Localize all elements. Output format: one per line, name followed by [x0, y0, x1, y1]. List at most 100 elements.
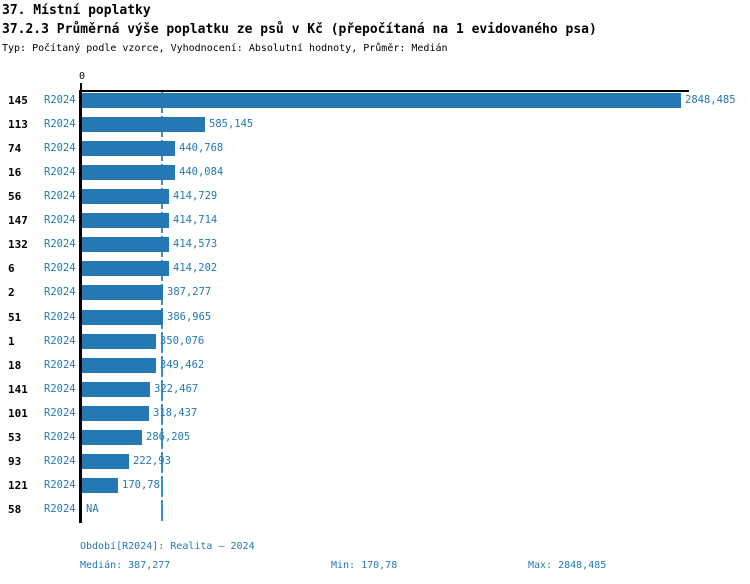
bar-value-label: 440,768 [179, 142, 224, 154]
row-period-label: R2024 [44, 166, 76, 178]
bar-value-label: 585,145 [209, 118, 254, 130]
value-bar [82, 358, 156, 373]
row-period-label: R2024 [44, 455, 76, 467]
value-bar [82, 382, 150, 397]
footer-max-stat: Max: 2848,485 [528, 560, 607, 571]
chart-row: 93 R2024 222,93 [0, 454, 750, 469]
chart-row: 2 R2024 387,277 [0, 285, 750, 300]
x-axis-line [79, 90, 689, 92]
value-bar [82, 334, 156, 349]
bar-value-label: 414,202 [173, 262, 218, 274]
bar-value-label: 350,076 [160, 335, 205, 347]
chart-row: 113 R2024 585,145 [0, 117, 750, 132]
row-period-label: R2024 [44, 407, 76, 419]
row-period-label: R2024 [44, 190, 76, 202]
chart-row: 132 R2024 414,573 [0, 237, 750, 252]
row-id-label: 56 [8, 190, 22, 203]
row-period-label: R2024 [44, 142, 76, 154]
chart-row: 147 R2024 414,714 [0, 213, 750, 228]
row-id-label: 1 [8, 335, 15, 348]
row-id-label: 2 [8, 286, 15, 299]
row-id-label: 51 [8, 311, 22, 324]
value-bar [82, 310, 163, 325]
row-period-label: R2024 [44, 118, 76, 130]
chart-row: 1 R2024 350,076 [0, 334, 750, 349]
chart-row: 16 R2024 440,084 [0, 165, 750, 180]
value-bar [82, 141, 175, 156]
row-period-label: R2024 [44, 286, 76, 298]
bar-value-label: 387,277 [167, 286, 212, 298]
row-id-label: 145 [8, 94, 28, 107]
chart-row: 18 R2024 349,462 [0, 358, 750, 373]
row-id-label: 74 [8, 142, 22, 155]
axis-zero-label: 0 [78, 71, 86, 82]
bar-value-label: NA [86, 503, 99, 515]
value-bar [82, 454, 129, 469]
row-id-label: 93 [8, 455, 22, 468]
report-meta-line: Typ: Počítaný podle vzorce, Vyhodnocení:… [2, 43, 448, 54]
value-bar [82, 165, 175, 180]
row-id-label: 6 [8, 262, 15, 275]
row-period-label: R2024 [44, 214, 76, 226]
row-id-label: 18 [8, 359, 22, 372]
value-bar [82, 213, 169, 228]
report-title: 37. Místní poplatky [2, 3, 151, 18]
y-axis-line [79, 90, 82, 523]
row-id-label: 147 [8, 214, 28, 227]
row-period-label: R2024 [44, 238, 76, 250]
row-period-label: R2024 [44, 431, 76, 443]
bar-value-label: 414,714 [173, 214, 218, 226]
footer-period-line: Období[R2024]: Realita – 2024 [80, 541, 255, 552]
chart-row: 74 R2024 440,768 [0, 141, 750, 156]
chart-row: 141 R2024 322,467 [0, 382, 750, 397]
value-bar [82, 117, 205, 132]
chart-row: 58 R2024 NA [0, 502, 750, 517]
bar-value-label: 414,573 [173, 238, 218, 250]
row-period-label: R2024 [44, 94, 76, 106]
chart-row: 121 R2024 170,78 [0, 478, 750, 493]
value-bar [82, 430, 142, 445]
value-bar [82, 285, 163, 300]
chart-row: 51 R2024 386,965 [0, 310, 750, 325]
row-period-label: R2024 [44, 383, 76, 395]
value-bar [82, 261, 169, 276]
row-period-label: R2024 [44, 335, 76, 347]
bar-value-label: 170,78 [122, 479, 160, 491]
row-id-label: 16 [8, 166, 22, 179]
bar-value-label: 386,965 [167, 311, 212, 323]
bar-value-label: 440,084 [179, 166, 224, 178]
row-id-label: 113 [8, 118, 28, 131]
value-bar [82, 237, 169, 252]
median-reference-line [161, 92, 163, 523]
bar-value-label: 2848,485 [685, 94, 736, 106]
report-subtitle: 37.2.3 Průměrná výše poplatku ze psů v K… [2, 22, 597, 37]
bar-value-label: 322,467 [154, 383, 199, 395]
row-id-label: 132 [8, 238, 28, 251]
row-period-label: R2024 [44, 311, 76, 323]
row-period-label: R2024 [44, 262, 76, 274]
row-period-label: R2024 [44, 503, 76, 515]
bar-value-label: 286,205 [146, 431, 191, 443]
row-id-label: 101 [8, 407, 28, 420]
value-bar [82, 478, 118, 493]
chart-row: 6 R2024 414,202 [0, 261, 750, 276]
footer-min-stat: Min: 170,78 [331, 560, 398, 571]
chart-row: 145 R2024 2848,485 [0, 93, 750, 108]
axis-zero-tick [80, 83, 82, 90]
row-id-label: 141 [8, 383, 28, 396]
row-period-label: R2024 [44, 479, 76, 491]
chart-row: 56 R2024 414,729 [0, 189, 750, 204]
row-period-label: R2024 [44, 359, 76, 371]
value-bar [82, 93, 681, 108]
bar-value-label: 414,729 [173, 190, 218, 202]
value-bar [82, 189, 169, 204]
footer-median-stat: Medián: 387,277 [80, 560, 171, 571]
chart-row: 101 R2024 318,437 [0, 406, 750, 421]
bar-value-label: 349,462 [160, 359, 205, 371]
bar-value-label: 318,437 [153, 407, 198, 419]
row-id-label: 121 [8, 479, 28, 492]
value-bar [82, 406, 149, 421]
row-id-label: 53 [8, 431, 22, 444]
bar-value-label: 222,93 [133, 455, 171, 467]
chart-row: 53 R2024 286,205 [0, 430, 750, 445]
